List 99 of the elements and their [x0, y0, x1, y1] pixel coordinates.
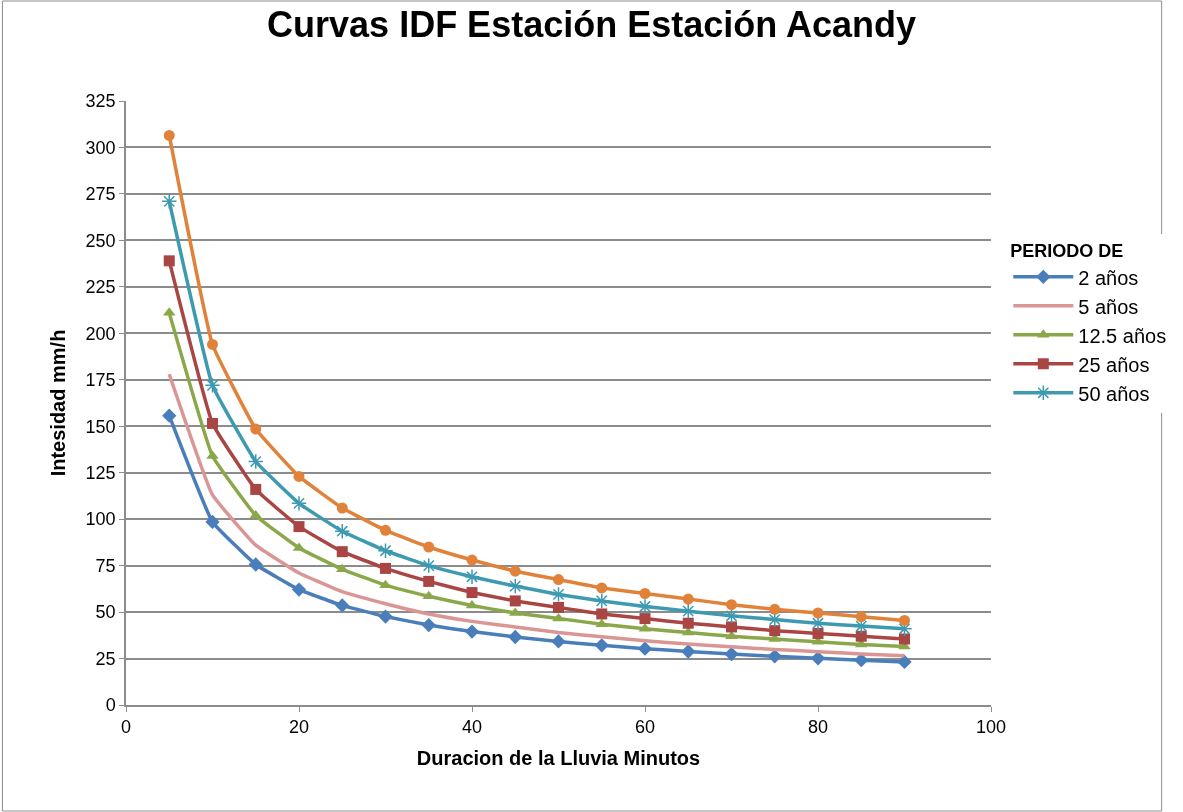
point: [550, 586, 567, 603]
y-tick-label: 100: [85, 509, 116, 530]
point: [855, 611, 867, 623]
point: [726, 599, 737, 611]
point: [205, 514, 220, 530]
point: [162, 408, 177, 423]
point: [509, 595, 521, 607]
point: [769, 625, 781, 637]
point: [335, 598, 350, 613]
point: [637, 598, 653, 615]
legend-label: 2 años: [1078, 266, 1139, 289]
x-axis-title: Duracion de la Lluvia Minutos: [416, 747, 701, 770]
point: [464, 568, 480, 585]
point: [681, 644, 696, 659]
point: [639, 587, 651, 599]
point: [423, 575, 435, 587]
x-tick-label: 40: [461, 717, 483, 738]
point: [336, 502, 348, 514]
point: [380, 524, 391, 536]
y-tick-label: 275: [85, 184, 116, 205]
point: [680, 603, 697, 620]
point: [335, 563, 349, 573]
y-tick-label: 150: [85, 416, 116, 437]
y-tick-label: 325: [85, 91, 116, 112]
point: [897, 654, 912, 670]
point: [466, 587, 478, 599]
legend-title: PERIODO DE: [1010, 241, 1124, 262]
y-tick-label: 225: [85, 277, 116, 298]
point: [812, 627, 824, 639]
y-tick-label: 125: [85, 462, 116, 483]
legend-label: 5 años: [1078, 295, 1139, 318]
point: [810, 651, 826, 666]
point: [377, 542, 394, 559]
y-tick-label: 175: [85, 370, 116, 391]
y-tick-label: 0: [105, 695, 116, 716]
x-tick-label: 20: [288, 717, 310, 738]
y-axis-title: Intesidad mm/h: [46, 329, 69, 477]
point: [682, 593, 694, 605]
point: [248, 557, 263, 572]
point: [594, 638, 609, 653]
y-tick-label: 300: [85, 137, 116, 158]
point: [204, 377, 221, 394]
point: [724, 646, 739, 662]
point: [899, 614, 910, 626]
point: [553, 601, 564, 613]
point: [507, 578, 524, 595]
point: [250, 483, 262, 495]
point: [291, 495, 307, 512]
point: [726, 621, 737, 633]
point: [810, 615, 826, 632]
point: [378, 609, 393, 624]
point: [250, 423, 262, 435]
point: [421, 617, 436, 633]
legend-label: 12.5 años: [1078, 324, 1167, 347]
point: [509, 565, 521, 577]
point: [293, 521, 305, 533]
point: [596, 608, 608, 620]
point: [293, 470, 305, 482]
legend-label: 50 años: [1078, 382, 1150, 405]
point: [249, 509, 263, 519]
point: [553, 574, 564, 586]
point: [334, 523, 351, 540]
point: [161, 193, 178, 210]
point: [163, 129, 175, 141]
point: [596, 582, 608, 594]
x-tick-label: 80: [807, 717, 829, 738]
point: [639, 613, 651, 625]
point: [854, 653, 869, 668]
point: [420, 557, 437, 574]
x-tick-label: 0: [120, 717, 132, 738]
point: [551, 634, 566, 649]
point: [637, 641, 653, 656]
x-tick-label: 60: [634, 717, 656, 738]
point: [423, 541, 435, 553]
point: [855, 630, 867, 642]
y-tick-label: 200: [85, 323, 116, 344]
point: [380, 562, 391, 574]
point: [899, 633, 910, 645]
y-tick-label: 250: [85, 230, 116, 251]
point: [336, 546, 348, 558]
point: [466, 554, 478, 566]
point: [769, 603, 781, 615]
point: [508, 629, 523, 645]
point: [767, 649, 782, 664]
point: [812, 607, 824, 619]
point: [207, 338, 218, 350]
point: [593, 592, 610, 609]
point: [163, 255, 175, 267]
point: [247, 453, 264, 470]
y-tick-label: 75: [95, 555, 116, 576]
point: [682, 617, 694, 629]
x-tick-label: 100: [975, 717, 1007, 738]
point: [464, 624, 480, 639]
point: [207, 417, 218, 429]
point: [291, 582, 307, 597]
legend-label: 25 años: [1078, 353, 1150, 376]
y-tick-label: 25: [95, 648, 116, 669]
chart-title: Curvas IDF Estación Estación Acandy: [267, 4, 916, 46]
y-tick-label: 50: [95, 602, 116, 623]
